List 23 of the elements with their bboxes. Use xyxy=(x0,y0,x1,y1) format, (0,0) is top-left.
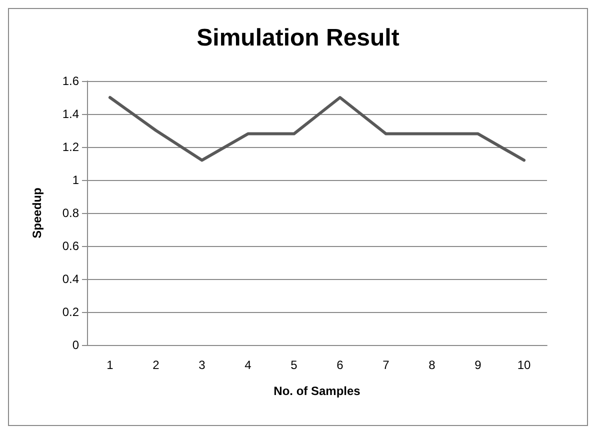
y-tick-label: 0 xyxy=(72,338,80,352)
y-tick-label: 0.8 xyxy=(62,206,80,220)
x-tick-label: 9 xyxy=(474,358,482,372)
x-tick-label: 10 xyxy=(517,358,531,372)
x-axis-title: No. of Samples xyxy=(274,384,361,398)
y-tick-label: 1.4 xyxy=(62,107,80,121)
line-series xyxy=(108,96,526,162)
y-axis-title: Speedup xyxy=(30,188,44,238)
y-tick-label: 0.6 xyxy=(62,239,80,253)
x-tick-label: 7 xyxy=(382,358,390,372)
x-tick-label: 6 xyxy=(336,358,344,372)
y-tick-label: 0.4 xyxy=(62,272,80,286)
y-tick-label: 1 xyxy=(72,173,80,187)
x-tick-label: 4 xyxy=(244,358,252,372)
y-tick-label: 1.6 xyxy=(62,74,80,88)
x-tick-label: 5 xyxy=(290,358,298,372)
y-tick-label: 1.2 xyxy=(62,140,80,154)
x-tick-label: 8 xyxy=(428,358,436,372)
x-tick-label: 2 xyxy=(152,358,160,372)
x-tick-label: 3 xyxy=(198,358,206,372)
x-tick-label: 1 xyxy=(106,358,114,372)
y-tick-label: 0.2 xyxy=(62,305,80,319)
chart-title: Simulation Result xyxy=(196,24,400,52)
